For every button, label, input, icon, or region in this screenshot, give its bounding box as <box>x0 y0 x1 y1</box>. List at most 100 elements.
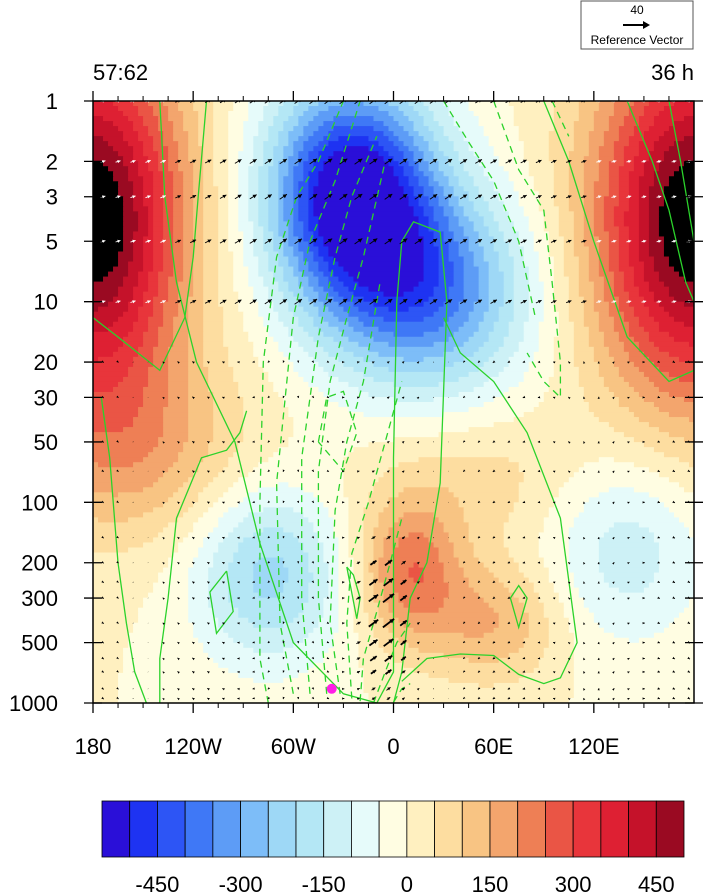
field-cell <box>628 171 645 177</box>
field-cell <box>128 176 144 182</box>
field-cell <box>328 351 355 358</box>
field-cell <box>398 161 410 167</box>
field-cell <box>213 562 229 569</box>
wind-vector <box>369 101 375 105</box>
field-cell <box>473 351 495 358</box>
field-cell <box>263 141 279 147</box>
field-cell <box>218 522 239 529</box>
field-cell <box>398 121 415 127</box>
field-cell <box>173 316 189 323</box>
field-cell <box>638 316 655 323</box>
field-cell <box>213 101 234 107</box>
field-cell <box>363 602 380 609</box>
field-cell <box>353 562 365 569</box>
field-cell <box>463 291 480 298</box>
field-cell <box>203 311 224 318</box>
wind-vector-head <box>522 687 526 690</box>
field-cell <box>233 527 264 534</box>
field-cell <box>258 487 304 493</box>
field-cell <box>183 236 194 243</box>
field-cell <box>543 291 555 298</box>
field-cell <box>453 266 465 273</box>
wind-vector-head <box>507 159 512 163</box>
field-cell <box>298 216 309 222</box>
field-cell <box>478 321 495 328</box>
field-cell <box>478 231 490 238</box>
field-cell <box>513 281 530 288</box>
wind-vector-head <box>386 470 390 473</box>
contour-line <box>376 220 448 703</box>
field-cell <box>323 502 350 508</box>
field-cell <box>268 261 279 268</box>
field-cell <box>518 231 535 238</box>
wind-vector-head <box>386 501 390 504</box>
field-cell <box>658 552 694 559</box>
field-cell <box>653 402 694 408</box>
wind-vector-head <box>537 469 541 473</box>
wind-vector-head <box>417 299 423 304</box>
wind-vector-head <box>401 441 405 444</box>
field-cell <box>538 552 570 559</box>
field-cell <box>573 326 590 333</box>
wind-vector-head <box>583 657 586 661</box>
field-cell <box>548 376 580 383</box>
field-cell <box>513 291 530 298</box>
field-cell <box>593 116 610 122</box>
field-cell <box>363 101 390 107</box>
field-cell <box>188 477 214 483</box>
field-cell <box>518 462 585 468</box>
field-cell <box>143 597 189 604</box>
field-cell <box>488 231 505 238</box>
field-cell <box>193 181 204 187</box>
field-cell <box>203 321 224 328</box>
field-cell <box>273 146 284 152</box>
wind-vector-head <box>116 535 119 539</box>
field-cell <box>468 106 515 112</box>
field-cell <box>93 221 124 228</box>
field-cell <box>418 201 430 207</box>
field-cell <box>93 166 109 172</box>
field-cell <box>288 156 299 162</box>
field-cell <box>378 557 395 564</box>
field-cell <box>283 246 294 253</box>
field-cell <box>308 181 319 187</box>
field-cell <box>328 306 345 313</box>
field-cell <box>463 166 485 172</box>
field-cell <box>503 271 515 278</box>
field-cell <box>613 216 625 222</box>
field-cell <box>498 622 530 629</box>
wind-vector-head <box>267 561 271 564</box>
field-cell <box>268 371 299 378</box>
field-cell <box>413 126 430 132</box>
field-cell <box>298 211 309 217</box>
field-cell <box>293 106 309 112</box>
field-cell <box>483 246 495 253</box>
field-cell <box>588 256 600 263</box>
wind-vector-head <box>672 395 675 398</box>
field-cell <box>578 286 595 293</box>
wind-vector <box>249 101 255 104</box>
wind-vector-head <box>162 159 166 164</box>
field-cell <box>598 176 610 182</box>
field-cell <box>603 211 615 217</box>
field-cell <box>593 617 675 624</box>
field-cell <box>183 246 194 253</box>
wind-vector-head <box>282 621 285 624</box>
field-cell <box>668 126 694 132</box>
field-cell <box>153 447 184 453</box>
field-cell <box>173 271 184 278</box>
wind-vector-head <box>657 536 660 539</box>
wind-vector <box>264 101 270 104</box>
field-cell <box>253 241 264 248</box>
field-cell <box>153 216 164 222</box>
field-cell <box>343 101 365 107</box>
field-cell <box>93 186 119 192</box>
wind-vector-head <box>387 697 391 701</box>
wind-vector <box>444 101 450 104</box>
field-cell <box>373 582 385 589</box>
field-cell <box>523 672 575 679</box>
field-cell <box>298 206 309 212</box>
wind-vector-head <box>371 396 375 400</box>
field-cell <box>553 582 575 589</box>
field-cell <box>418 161 430 167</box>
